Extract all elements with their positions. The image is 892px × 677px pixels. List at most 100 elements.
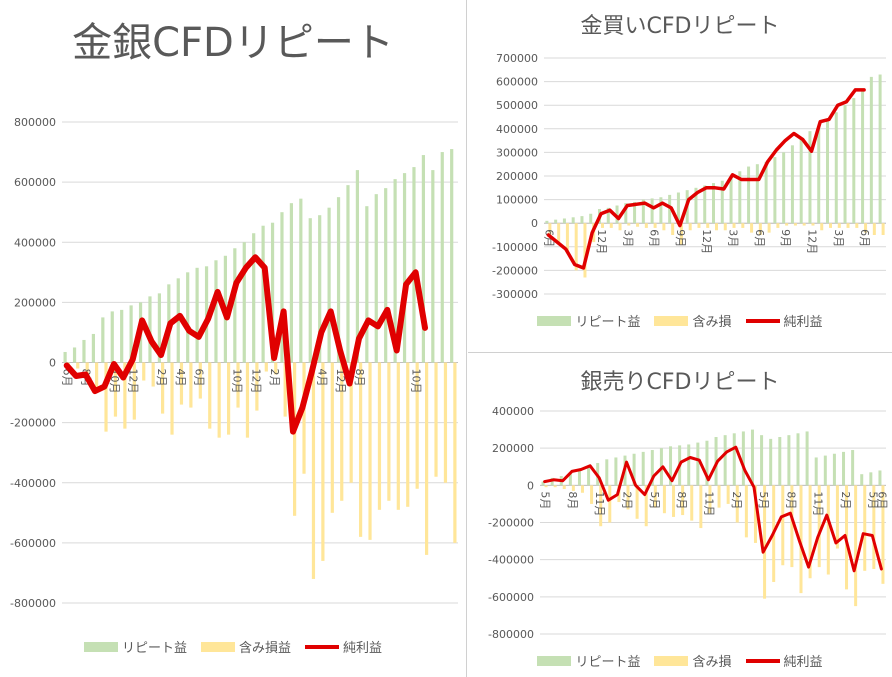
y-tick-label: -200000 xyxy=(492,264,538,277)
bar-repeat xyxy=(72,347,77,363)
bar-repeat xyxy=(186,272,190,363)
x-tick-label: 5月 xyxy=(539,491,552,509)
chart-panel-gold-buy: 金買いCFDリピート 700000 600000 500000 400000 30000… xyxy=(468,0,892,350)
bar-unrealized xyxy=(264,362,268,372)
chart-panel-gold-silver: 金銀CFDリピート 800000 600000 400000 200000 0 -2000… xyxy=(10,20,458,656)
bar-unrealized xyxy=(688,223,692,231)
bar-unrealized xyxy=(767,223,771,233)
x-tick-label: 12月 xyxy=(334,369,347,394)
bar-repeat xyxy=(346,185,350,363)
bar-unrealized xyxy=(662,485,666,514)
bar-unrealized xyxy=(872,223,876,235)
bar-unrealized xyxy=(626,485,630,510)
bar-repeat xyxy=(299,198,303,363)
bar-unrealized xyxy=(453,362,457,543)
y-tick-label: 500000 xyxy=(496,99,538,112)
bar-unrealized xyxy=(697,223,701,228)
bar-unrealized xyxy=(113,362,118,417)
x-tick-label: 10月 xyxy=(230,369,243,394)
y-tick-label: -300000 xyxy=(492,288,538,301)
bar-unrealized xyxy=(808,485,812,579)
bar-repeat xyxy=(252,233,256,363)
bar-repeat xyxy=(580,216,584,224)
bar-unrealized xyxy=(387,362,391,501)
bar-unrealized xyxy=(802,223,806,226)
bar-unrealized xyxy=(396,362,400,510)
bar-repeat xyxy=(799,138,803,224)
x-tick-label: 6月 xyxy=(542,229,555,247)
bar-repeat xyxy=(632,453,636,486)
legend-label: 含み損 xyxy=(692,655,732,670)
bar-unrealized xyxy=(829,223,832,228)
y-tick-label: -400000 xyxy=(488,554,534,567)
bar-repeat xyxy=(308,218,312,363)
bar-repeat xyxy=(814,457,818,486)
x-tick-label: 8月 xyxy=(353,369,366,387)
bar-unrealized xyxy=(189,362,193,408)
bar-unrealized xyxy=(653,223,657,228)
bar-repeat xyxy=(120,309,124,363)
bar-unrealized xyxy=(854,485,858,607)
bar-unrealized xyxy=(627,223,631,226)
bar-unrealized xyxy=(799,485,803,594)
bar-repeat xyxy=(650,198,654,224)
bar-unrealized xyxy=(790,485,794,568)
bar-unrealized xyxy=(763,485,767,599)
bar-repeat xyxy=(851,450,855,486)
bar-unrealized xyxy=(562,485,566,490)
bar-repeat xyxy=(214,260,218,363)
legend-label: リピート益 xyxy=(121,641,187,656)
bar-repeat xyxy=(82,339,86,363)
legend-item-net: 純利益 xyxy=(745,651,823,670)
bar-unrealized xyxy=(717,485,721,508)
bar-repeat xyxy=(659,197,663,224)
y-tick-label: -400000 xyxy=(10,477,56,490)
bar-unrealized xyxy=(863,485,867,571)
chart-title: 銀売りCFDリピート xyxy=(580,370,780,395)
bar-repeat xyxy=(669,446,673,486)
x-tick-label: 12月 xyxy=(127,369,140,394)
bar-repeat xyxy=(703,185,707,224)
bar-unrealized xyxy=(776,223,780,228)
x-tick-label: 2月 xyxy=(730,491,743,509)
bar-unrealized xyxy=(302,362,306,474)
y-tick-label: 200000 xyxy=(496,170,538,183)
bar-unrealized xyxy=(793,223,797,226)
bar-repeat xyxy=(782,152,786,224)
bar-repeat xyxy=(421,155,425,363)
y-tick-label: 200000 xyxy=(492,442,534,455)
bar-repeat xyxy=(318,215,322,363)
y-tick-label: 800000 xyxy=(14,116,56,129)
bar-unrealized xyxy=(548,223,552,238)
bar-repeat xyxy=(110,311,114,363)
bar-unrealized xyxy=(671,223,675,235)
bar-repeat xyxy=(641,199,645,224)
legend-item-unrealized: 含み損益 xyxy=(200,637,291,656)
bar-unrealized xyxy=(608,485,612,523)
y-tick-label: 0 xyxy=(531,217,538,230)
x-tick-label: 6月 xyxy=(648,229,661,247)
x-tick-label: 6月 xyxy=(193,369,206,387)
bar-unrealized xyxy=(565,223,569,252)
bar-repeat xyxy=(450,149,454,363)
bar-repeat xyxy=(769,438,773,486)
line-net-profit xyxy=(546,88,866,270)
bar-unrealized xyxy=(443,362,448,483)
x-tick-label: 4月 xyxy=(315,369,328,387)
legend-item-net: 純利益 xyxy=(305,637,382,656)
bar-repeat xyxy=(869,76,873,224)
bar-repeat xyxy=(63,351,67,363)
bar-repeat xyxy=(852,98,856,224)
bar-repeat xyxy=(261,225,265,363)
bar-unrealized xyxy=(681,485,685,516)
chart-panel-silver-sell: 銀売りCFDリピート 400000 200000 0 -200000 -400000 -6… xyxy=(468,354,892,677)
legend-swatch xyxy=(745,318,780,323)
legend-item-unrealized: 含み損 xyxy=(654,311,732,330)
x-tick-label: 8月 xyxy=(675,491,688,509)
bar-unrealized xyxy=(820,223,824,231)
bar-unrealized xyxy=(553,485,557,488)
bar-unrealized xyxy=(293,362,297,516)
y-tick-label: -600000 xyxy=(10,537,56,550)
bar-repeat xyxy=(650,450,654,486)
x-tick-label: 2月 xyxy=(268,369,281,387)
